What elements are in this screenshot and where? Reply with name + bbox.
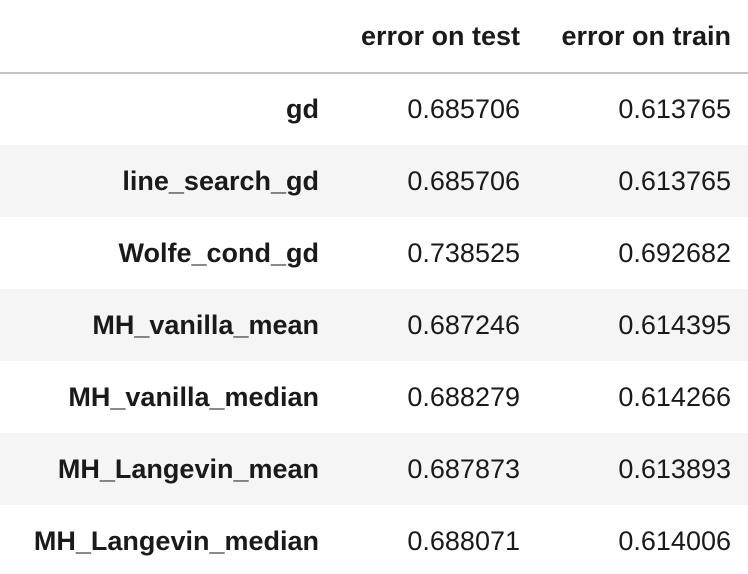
row-label: line_search_gd	[122, 165, 319, 196]
error-on-train-cell: 0.613893	[618, 453, 731, 484]
table-row: MH_vanilla_median 0.688279 0.614266	[0, 361, 748, 433]
table-body: gd 0.685706 0.613765 line_search_gd 0.68…	[0, 73, 748, 574]
error-on-train-cell: 0.614006	[618, 525, 731, 556]
error-on-train-cell: 0.692682	[618, 237, 731, 268]
error-on-test-cell: 0.687246	[407, 309, 520, 340]
error-on-train-cell: 0.614395	[618, 309, 731, 340]
row-label: MH_vanilla_median	[68, 381, 319, 412]
error-on-test-cell: 0.685706	[407, 165, 520, 196]
table-header: error on test error on train	[0, 0, 748, 74]
table-row: MH_vanilla_mean 0.687246 0.614395	[0, 289, 748, 361]
row-label: Wolfe_cond_gd	[118, 237, 319, 268]
table-row: line_search_gd 0.685706 0.613765	[0, 145, 748, 217]
column-header-error-on-train: error on train	[539, 0, 748, 74]
table-row: Wolfe_cond_gd 0.738525 0.692682	[0, 217, 748, 289]
error-on-test-cell: 0.687873	[407, 453, 520, 484]
index-header	[0, 0, 331, 74]
error-on-train-cell: 0.613765	[618, 94, 731, 124]
table-row: gd 0.685706 0.613765	[0, 73, 748, 145]
error-on-test-cell: 0.738525	[407, 237, 520, 268]
table-row: MH_Langevin_median 0.688071 0.614006	[0, 505, 748, 574]
row-label: MH_vanilla_mean	[92, 309, 319, 340]
error-on-train-cell: 0.614266	[618, 381, 731, 412]
error-on-test-cell: 0.688071	[407, 525, 520, 556]
error-on-train-cell: 0.613765	[618, 165, 731, 196]
row-label: gd	[286, 94, 319, 124]
header-row: error on test error on train	[0, 0, 748, 74]
row-label: MH_Langevin_median	[33, 525, 319, 556]
row-label: MH_Langevin_mean	[57, 453, 319, 484]
error-on-test-cell: 0.685706	[407, 94, 520, 124]
column-header-error-on-test: error on test	[331, 0, 539, 74]
error-on-test-cell: 0.688279	[407, 381, 520, 412]
table-row: MH_Langevin_mean 0.687873 0.613893	[0, 433, 748, 505]
